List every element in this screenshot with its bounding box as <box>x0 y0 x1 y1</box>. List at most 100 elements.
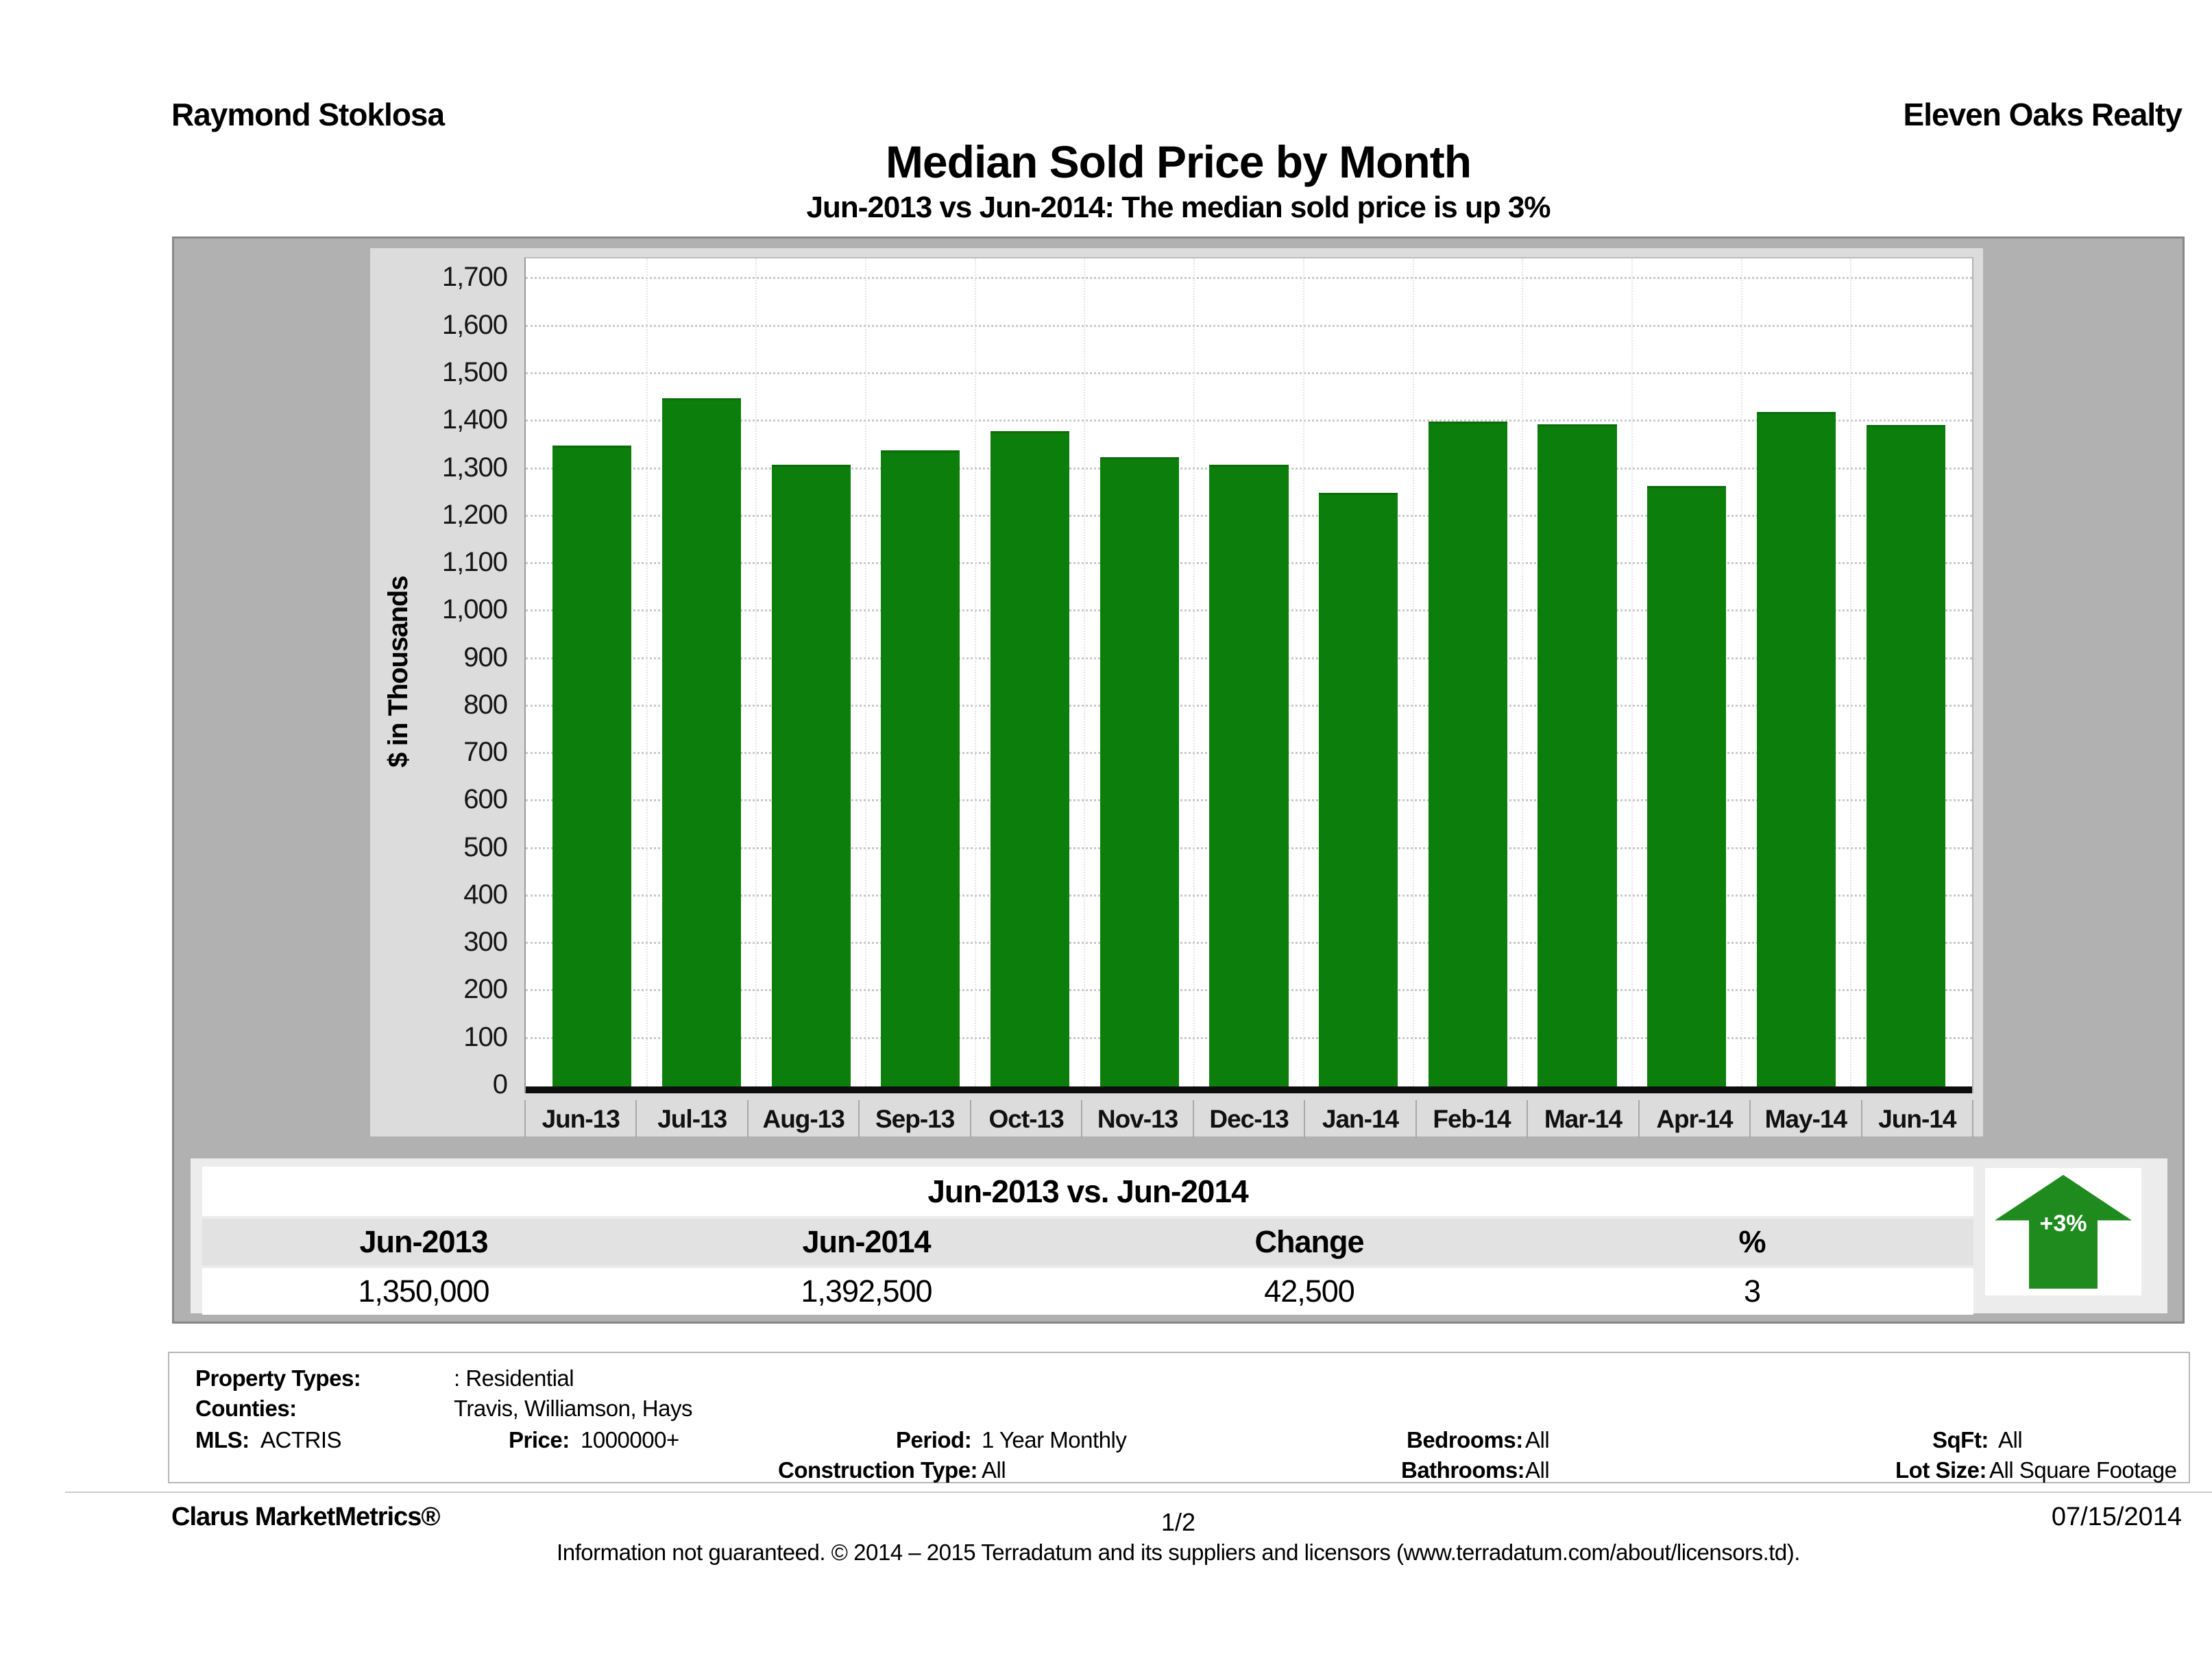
filter-period-value: 1 Year Monthly <box>982 1427 1127 1452</box>
filter-label: Price: <box>509 1427 570 1452</box>
bar-slot <box>866 258 976 1086</box>
summary-col-header: Jun-2013 <box>359 1224 488 1259</box>
report-subtitle: Jun-2013 vs Jun-2014: The median sold pr… <box>806 191 1551 224</box>
filter-label: SqFt: <box>1932 1427 1989 1452</box>
x-tick-label: Jun-14 <box>1860 1100 1972 1139</box>
bar-Aug-13 <box>771 465 851 1086</box>
filter-period: Period: <box>896 1427 972 1453</box>
bar-slot <box>648 258 757 1086</box>
footer-date: 07/15/2014 <box>2051 1503 2182 1531</box>
y-tick-label: 500 <box>463 831 508 862</box>
filter-label: Bathrooms: <box>1401 1457 1525 1483</box>
chart-panel: $ in Thousands 0 100 200 300 400 500 600 700 800… <box>370 248 1983 1139</box>
report-title: Median Sold Price by Month <box>885 136 1472 187</box>
y-tick-label: 1,300 <box>441 452 508 483</box>
y-tick-label: 1,200 <box>441 499 508 530</box>
filter-bedrooms-value: All <box>1525 1427 1550 1452</box>
bar-Apr-14 <box>1647 486 1727 1086</box>
bar-slot <box>1195 258 1304 1086</box>
bars <box>526 258 1972 1086</box>
footer-disclaimer: Information not guaranteed. © 2014 – 201… <box>557 1540 1800 1565</box>
filter-mls-value: ACTRIS <box>260 1427 342 1452</box>
bar-slot <box>1414 258 1524 1086</box>
x-tick-label: Jun-13 <box>524 1100 635 1139</box>
bar-Jun-14 <box>1866 425 1945 1086</box>
x-tick-label: Oct-13 <box>969 1100 1081 1139</box>
y-tick-label: 1,400 <box>441 404 508 435</box>
filter-label: Property Types: <box>195 1365 361 1391</box>
gridline <box>526 324 1972 327</box>
filter-label: MLS: <box>195 1427 250 1452</box>
bar-Oct-13 <box>990 431 1070 1086</box>
gridline <box>526 420 1972 422</box>
x-tick-label: May-14 <box>1749 1100 1860 1139</box>
x-tick-label: Nov-13 <box>1081 1100 1192 1139</box>
summary-value: 42,500 <box>1264 1274 1355 1309</box>
bar-Jun-13 <box>552 446 632 1086</box>
bar-slot <box>1742 258 1852 1086</box>
bar-slot <box>976 258 1086 1086</box>
filter-label: Lot Size: <box>1895 1457 1987 1483</box>
filter-construction-type: Construction Type: <box>778 1457 978 1483</box>
summary-panel: Jun-2013 vs. Jun-2014 Jun-2013 Jun-2014 … <box>191 1158 2167 1315</box>
summary-value-row: 1,350,000 1,392,500 42,500 3 <box>202 1268 1973 1315</box>
filter-bathrooms-value: All <box>1525 1457 1550 1483</box>
bar-slot <box>1523 258 1633 1086</box>
bar-slot <box>1851 258 1960 1086</box>
bar-slot <box>1633 258 1742 1086</box>
x-tick-label: Jan-14 <box>1304 1100 1415 1139</box>
x-axis-labels: Jun-13 Jul-13 Aug-13 Sep-13 Oct-13 Nov-13 Dec-… <box>524 1100 1973 1139</box>
y-tick-label: 900 <box>463 642 508 672</box>
filter-counties: Counties: <box>195 1396 297 1422</box>
filters-box: Property Types: : Residential Counties: … <box>168 1352 2190 1483</box>
footer-page-number: 1/2 <box>1160 1508 1196 1536</box>
filter-sqft-value: All <box>1998 1427 2023 1452</box>
y-tick-label: 600 <box>463 784 508 815</box>
bar-May-14 <box>1756 412 1836 1086</box>
filter-label: Counties: <box>195 1396 297 1421</box>
filter-mls: MLS: <box>195 1427 250 1453</box>
bar-Sep-13 <box>881 450 960 1086</box>
bar-slot <box>1085 258 1195 1086</box>
bar-Dec-13 <box>1209 465 1289 1086</box>
footer-divider <box>65 1492 2212 1493</box>
bar-Mar-14 <box>1538 424 1617 1086</box>
bar-slot <box>757 258 867 1086</box>
summary-value: 1,350,000 <box>358 1274 489 1309</box>
trend-badge: +3% <box>1985 1168 2141 1296</box>
summary-value: 1,392,500 <box>801 1274 932 1309</box>
y-tick-label: 1,700 <box>441 262 508 293</box>
y-tick-label: 100 <box>463 1021 508 1052</box>
y-tick-label: 1,100 <box>441 547 508 578</box>
x-tick-label: Feb-14 <box>1415 1100 1527 1139</box>
footer-brand: Clarus MarketMetrics® <box>171 1503 440 1531</box>
y-tick-label: 1,500 <box>441 357 508 387</box>
x-tick-label: Sep-13 <box>858 1100 969 1139</box>
gridline <box>526 372 1972 375</box>
agent-name: Raymond Stoklosa <box>171 97 445 132</box>
filter-property-types-value: : Residential <box>454 1365 574 1391</box>
summary-header-row: Jun-2013 Jun-2014 Change % <box>202 1219 1973 1265</box>
bar-Jan-14 <box>1319 493 1398 1086</box>
bar-Nov-13 <box>1099 457 1179 1086</box>
y-tick-label: 200 <box>463 974 508 1005</box>
gridline <box>526 277 1972 280</box>
x-tick-label: Jul-13 <box>635 1100 746 1139</box>
y-tick-label: 1,600 <box>441 309 508 340</box>
bar-slot <box>1304 258 1414 1086</box>
filter-construction-type-value: All <box>982 1457 1006 1483</box>
summary-col-header: Change <box>1254 1224 1364 1259</box>
filter-label: Period: <box>896 1427 972 1452</box>
filter-label: Bedrooms: <box>1407 1427 1523 1452</box>
summary-value: 3 <box>1743 1274 1761 1309</box>
bar-Feb-14 <box>1428 422 1507 1086</box>
y-tick-label: 1,000 <box>441 594 508 625</box>
summary-col-header: % <box>1738 1224 1766 1259</box>
filter-sqft: SqFt: <box>1932 1427 1989 1453</box>
y-axis-labels: 0 100 200 300 400 500 600 700 800 900 1,000 1,100 1,… <box>370 248 515 1099</box>
bar-slot <box>538 258 648 1086</box>
plot-area <box>524 257 1973 1093</box>
y-tick-label: 800 <box>463 689 508 720</box>
trend-percent: +3% <box>2039 1211 2087 1237</box>
